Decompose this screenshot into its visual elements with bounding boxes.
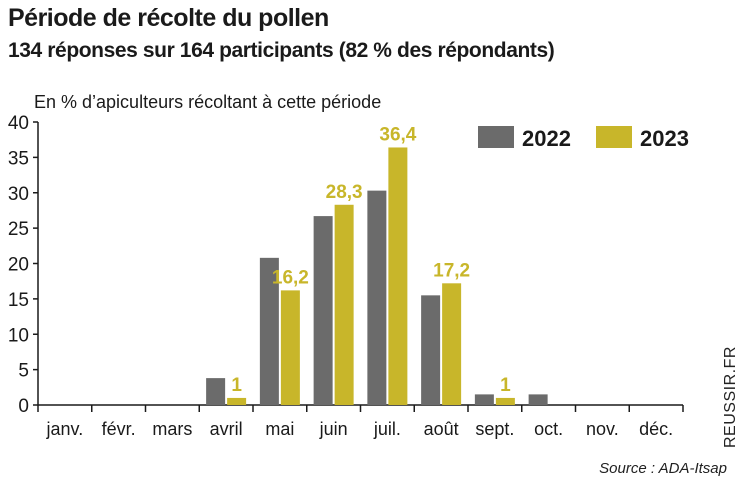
x-tick-label: juin — [319, 419, 348, 439]
bar-2022 — [313, 216, 333, 405]
bar-2023 — [227, 397, 247, 405]
bar-2022 — [528, 394, 548, 405]
data-label-2023: 17,2 — [433, 260, 470, 281]
x-tick-label: oct. — [534, 419, 563, 439]
legend-label-2022: 2022 — [522, 126, 571, 151]
bar-2022 — [367, 190, 387, 405]
x-tick-label: juil. — [373, 419, 401, 439]
y-tick-label: 25 — [8, 219, 29, 240]
chart-subtitle: 134 réponses sur 164 participants (82 % … — [8, 39, 555, 62]
legend-swatch-2023 — [596, 126, 632, 148]
x-tick-label: déc. — [639, 419, 673, 439]
data-label-2023: 1 — [500, 375, 511, 396]
x-tick-label: avril — [210, 419, 243, 439]
brand-label: REUSSIR.FR — [722, 346, 739, 448]
bar-2023 — [495, 397, 515, 405]
x-tick-label: sept. — [475, 419, 514, 439]
x-tick-label: févr. — [102, 419, 136, 439]
x-tick-label: janv. — [46, 419, 84, 439]
y-tick-label: 40 — [8, 113, 29, 134]
bar-2023 — [388, 147, 408, 405]
data-label-2023: 1 — [231, 375, 242, 396]
data-label-2023: 28,3 — [326, 182, 363, 203]
y-tick-label: 10 — [8, 325, 29, 346]
y-tick-label: 5 — [18, 361, 29, 382]
source-note: Source : ADA-Itsap — [599, 460, 727, 477]
legend-label-2023: 2023 — [640, 126, 689, 151]
bar-2023 — [442, 283, 462, 405]
bar-2022 — [421, 295, 441, 405]
legend-swatch-2022 — [478, 126, 514, 148]
y-axis-unit-label: En % d’apiculteurs récoltant à cette pér… — [34, 92, 382, 112]
bar-2022 — [206, 378, 226, 405]
data-label-2023: 16,2 — [272, 267, 309, 288]
chart-title: Période de récolte du pollen — [8, 4, 329, 32]
y-tick-label: 35 — [8, 148, 29, 169]
x-tick-label: août — [424, 419, 459, 439]
bar-2022 — [474, 394, 494, 405]
bar-2023 — [334, 204, 354, 405]
x-tick-label: nov. — [586, 419, 619, 439]
bar-2022 — [259, 257, 279, 405]
y-tick-label: 30 — [8, 184, 29, 205]
y-tick-label: 20 — [8, 255, 29, 276]
x-tick-label: mai — [265, 419, 294, 439]
x-tick-label: mars — [152, 419, 192, 439]
data-label-2023: 36,4 — [379, 124, 416, 145]
y-tick-label: 15 — [8, 290, 29, 311]
y-tick-label: 0 — [18, 396, 29, 417]
bar-2023 — [280, 290, 300, 405]
